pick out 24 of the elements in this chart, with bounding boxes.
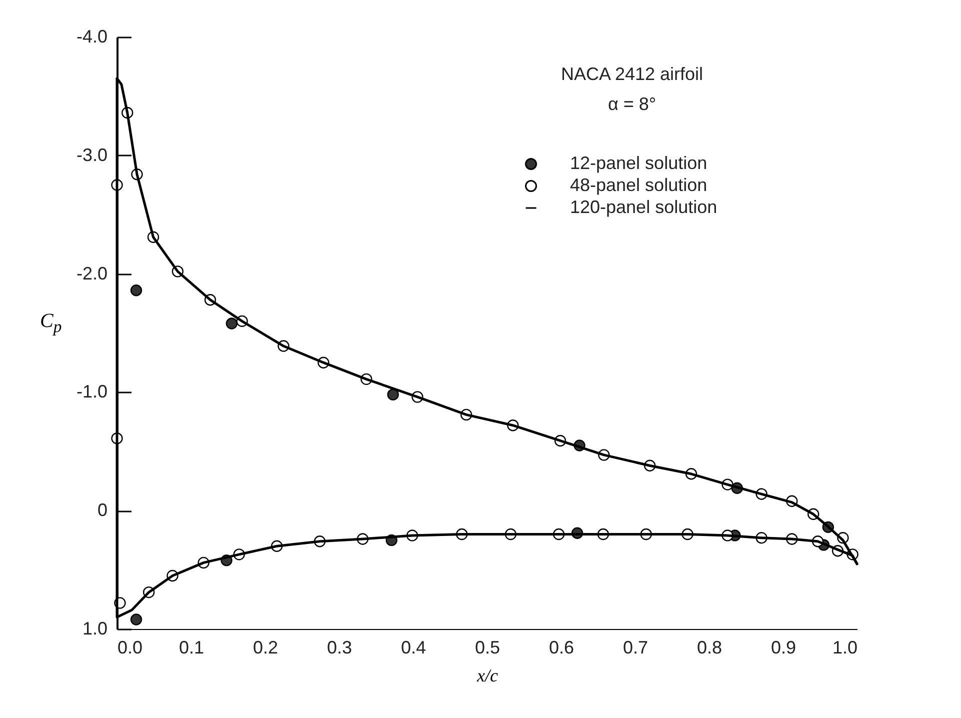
x-axis-title: x/c [476,666,498,686]
y-tick-label: 0 [97,500,108,520]
y-tick-label: 1.0 [82,618,108,638]
x-tick-label: 0.4 [400,638,426,658]
annotation: NACA 2412 airfoil [560,64,704,84]
x-tick-label: 0.5 [474,638,500,658]
y-tick-label: -3.0 [76,144,108,165]
x-tick-label: 1.0 [832,638,858,658]
x-tick-label: 0.6 [548,638,574,658]
y-tick-label: -4.0 [76,26,108,46]
x-tick-label: 0.9 [770,638,796,658]
y-axis-title: C$_{p}$ [40,310,62,337]
x-tick-label: 0.3 [326,638,352,658]
legend-label: 12-panel solution [570,153,708,173]
legend-label: 120-panel solution [570,197,718,217]
annotation: α = 8° [608,94,656,114]
x-tick-label: 0.7 [622,638,648,658]
x-tick-label: 0.1 [178,638,204,658]
y-tick-label: -2.0 [76,263,108,284]
x-tick-label: 0.2 [252,638,278,658]
x-tick-label: 0.0 [118,638,143,658]
y-tick-label: -1.0 [76,382,108,402]
x-tick-label: 0.8 [696,638,722,658]
legend-label: 48-panel solution [570,175,708,195]
